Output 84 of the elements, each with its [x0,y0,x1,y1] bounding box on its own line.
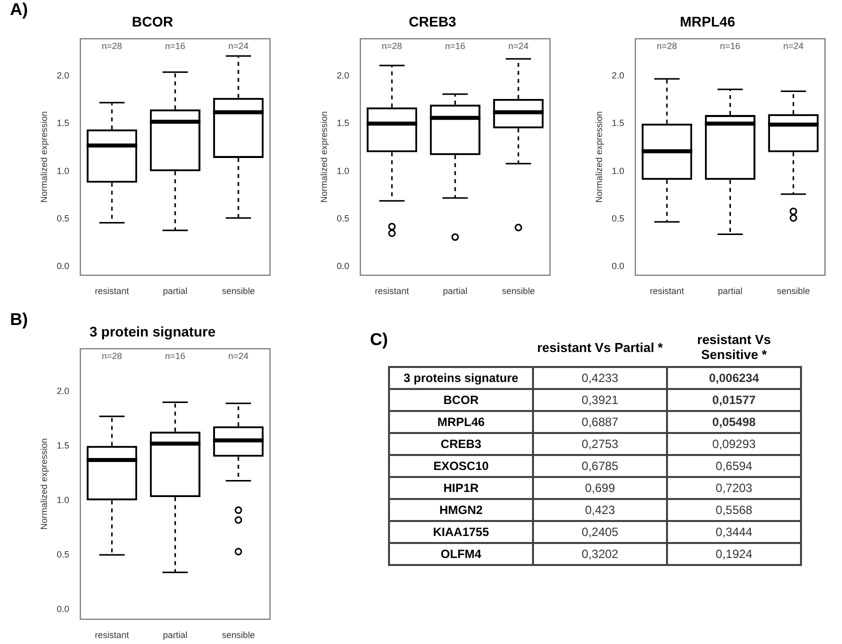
y-tick-label: BCOR [389,389,533,411]
y-tick-label: 1.5 [612,118,624,128]
annotation: n=16 [165,40,186,51]
y-tick-label: HMGN2 [389,499,533,521]
y-tick-label: 2.0 [56,386,70,396]
data-label: 0,2753 [533,433,667,455]
y-tick-label: 1.5 [336,118,350,128]
text: B) [10,310,28,330]
x-tick-label: resistant Vs Sensitive * [696,331,772,364]
y-tick-label: 0.0 [336,261,350,272]
y-tick-label: 0.5 [336,213,350,224]
y-tick-label: 1.5 [56,440,70,450]
y-tick-label: 1.0 [612,166,624,176]
y-tick-label: 0.0 [56,261,70,272]
y-tick-label: 0.5 [56,213,70,224]
x-tick-label: sensible [502,286,535,296]
y-axis-title: Normalized expression [38,438,49,530]
data-label: 0,6594 [667,455,801,477]
annotation: n=24 [783,40,804,51]
chart-title: BCOR [132,13,174,30]
chart-title: 3 protein signature [89,323,216,340]
x-tick-label: partial [162,630,188,640]
annotation: n=24 [508,40,529,51]
y-tick-label: 3 proteins signature [389,367,533,389]
y-tick-label: HIP1R [389,477,533,499]
x-tick-label: resistant Vs Partial * [536,338,664,356]
chart-title: CREB3 [408,13,456,30]
x-tick-label: resistant [94,630,130,640]
y-tick-label: 1.5 [56,118,70,128]
data-label: 0,699 [533,477,667,499]
y-tick-label: 2.0 [336,70,350,80]
annotation: n=24 [228,40,249,51]
y-tick-label: 0.0 [56,604,70,614]
x-tick-label: sensible [222,630,255,640]
annotation: n=28 [382,40,402,51]
annotation: n=28 [102,350,122,361]
y-tick-label: 0.5 [56,549,70,560]
annotation: n=16 [445,40,466,51]
data-label: 0,3444 [667,521,801,543]
y-tick-label: KIAA1755 [389,521,533,543]
y-tick-label: 0.0 [612,261,624,272]
data-label: 0,6887 [533,411,667,433]
y-tick-label: 2.0 [56,70,70,80]
annotation: n=28 [656,40,678,51]
y-tick-label: CREB3 [389,433,533,455]
text: C) [370,330,388,350]
data-label: 0,01577 [667,389,801,411]
x-tick-label: partial [718,286,742,296]
data-label: 0,5568 [667,499,801,521]
x-tick-label: partial [162,286,188,296]
x-tick-label: resistant [650,286,684,296]
data-label: 0,1924 [667,543,801,565]
data-label: 0,4233 [533,367,667,389]
annotation: n=16 [720,40,740,51]
y-tick-label: 1.0 [56,166,70,176]
text: A) [10,0,28,20]
x-tick-label: sensible [776,286,810,296]
annotation: n=16 [165,350,186,361]
data-label: 0,2405 [533,521,667,543]
y-tick-label: EXOSC10 [389,455,533,477]
y-tick-label: OLFM4 [389,543,533,565]
data-label: 0,05498 [667,411,801,433]
x-tick-label: sensible [222,286,255,296]
data-label: 0,7203 [667,477,801,499]
chart-title: MRPL46 [680,13,736,30]
data-label: 0,09293 [667,433,801,455]
y-tick-label: 1.0 [336,166,350,176]
data-label: 0,006234 [667,367,801,389]
y-tick-label: 2.0 [612,70,624,80]
x-tick-label: resistant [374,286,410,296]
data-label: 0,3202 [533,543,667,565]
annotation: n=24 [228,350,249,361]
x-tick-label: partial [442,286,468,296]
y-axis-title: Normalized expression [38,111,49,203]
y-axis-title: Normalized expression [594,111,604,203]
annotation: n=28 [102,40,122,51]
data-label: 0,6785 [533,455,667,477]
y-tick-label: 1.0 [56,494,70,505]
y-axis-title: Normalized expression [318,111,329,203]
x-tick-label: resistant [94,286,130,296]
y-tick-label: MRPL46 [389,411,533,433]
y-tick-label: 0.5 [612,213,624,224]
data-label: 0,3921 [533,389,667,411]
data-label: 0,423 [533,499,667,521]
